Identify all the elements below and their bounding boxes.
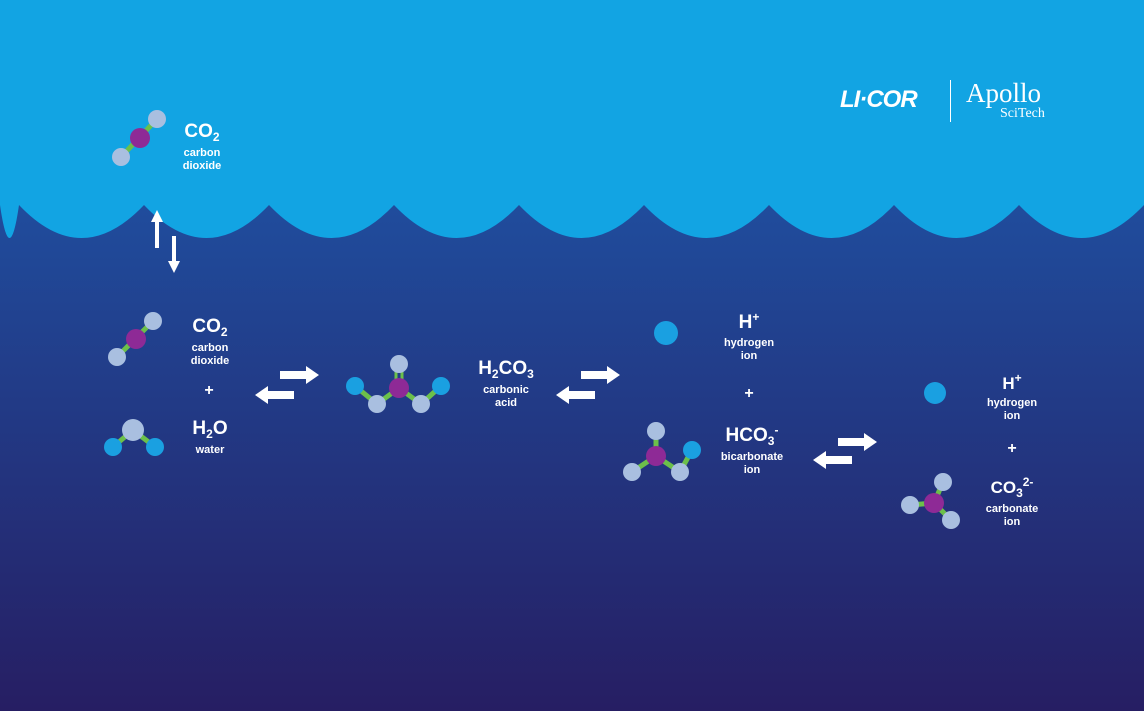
co3-formula: CO32- — [990, 475, 1034, 500]
h2co3-formula: H2CO3 — [478, 358, 534, 381]
hydrogen-ion-1-formula: H+ — [738, 310, 760, 333]
co2-ocean-label: CO2 carbon dioxide — [184, 316, 236, 368]
hco3-label: HCO3- bicarbonate ion — [711, 423, 793, 477]
h2o-label: H2O water — [184, 418, 236, 457]
h2o-molecule — [104, 419, 164, 456]
hydrogen-ion-2-formula: H+ — [1002, 371, 1022, 393]
hydrogen-ion-2-label: H+ hydrogen ion — [982, 371, 1042, 423]
h2o-formula: H2O — [192, 418, 228, 441]
hco3-formula: HCO3- — [725, 423, 779, 448]
hydrogen-ion-1-name: hydrogen ion — [723, 337, 775, 362]
co3-name: carbonate ion — [985, 503, 1039, 528]
hco3-molecule — [623, 422, 701, 481]
co2-molecule-atmosphere — [112, 110, 166, 166]
plus-sign-2: + — [744, 385, 754, 402]
sky-with-clouds — [0, 0, 1144, 238]
plus-sign-3: + — [1007, 440, 1017, 457]
co2-molecule-ocean — [108, 312, 162, 366]
hydrogen-ion-1 — [654, 321, 678, 345]
up-arrow — [151, 210, 163, 248]
co3-molecule — [901, 473, 960, 529]
h2co3-molecule — [346, 355, 450, 413]
plus-sign-1: + — [204, 382, 214, 399]
co2-atmosphere-name: carbon dioxide — [182, 147, 222, 172]
co2-ocean-name: carbon dioxide — [190, 342, 230, 367]
co3-label: CO32- carbonate ion — [978, 475, 1046, 529]
h2co3-name: carbonic acid — [483, 384, 529, 409]
h2co3-label: H2CO3 carbonic acid — [470, 358, 542, 410]
equilibrium-arrow-1 — [255, 366, 319, 404]
equilibrium-arrow-3 — [813, 433, 877, 469]
logo-divider — [950, 80, 951, 122]
hydrogen-ion-2 — [924, 382, 946, 404]
apollo-logo: Apollo — [966, 78, 1042, 108]
scitech-logo: SciTech — [1000, 106, 1045, 121]
licor-logo: LI·COR — [840, 86, 918, 113]
co2-atmosphere-label: CO2 carbon dioxide — [176, 121, 228, 173]
down-arrow — [168, 236, 180, 273]
hco3-name: bicarbonate ion — [720, 451, 784, 476]
co2-atmosphere-formula: CO2 — [184, 121, 220, 144]
hydrogen-ion-2-name: hydrogen ion — [986, 397, 1038, 422]
equilibrium-arrow-2 — [556, 366, 620, 404]
hydrogen-ion-1-label: H+ hydrogen ion — [719, 310, 779, 363]
co2-ocean-formula: CO2 — [192, 316, 228, 339]
h2o-name: water — [195, 444, 225, 456]
